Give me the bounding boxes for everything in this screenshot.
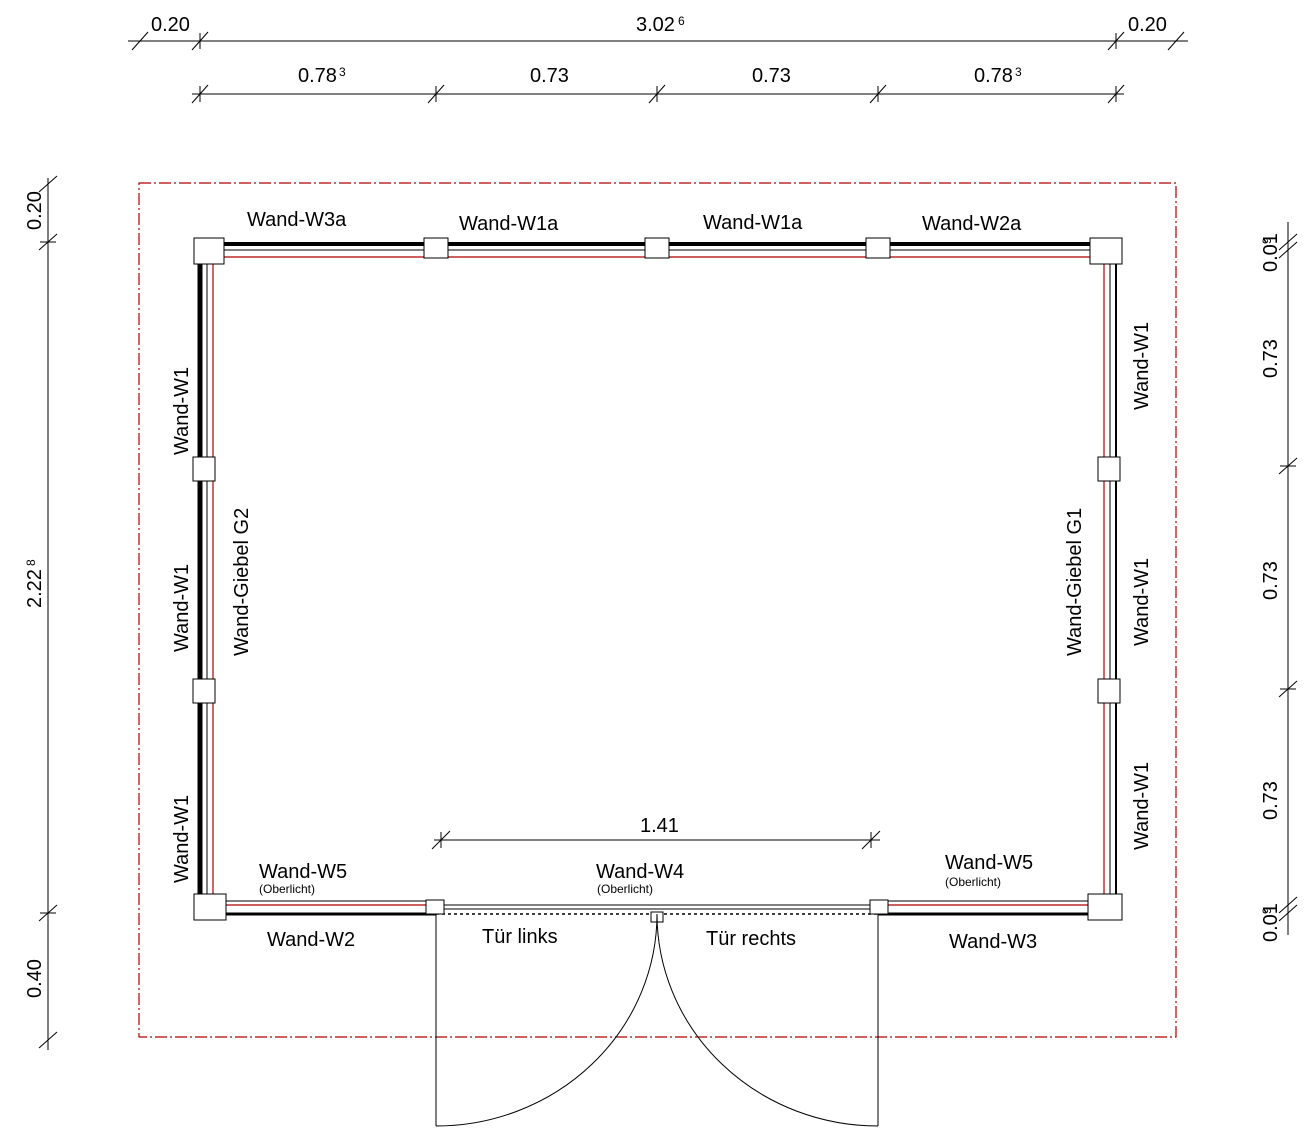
wall-label-top-1: Wand-W3a [247,209,347,231]
door-swings [435,913,879,1127]
wall-label-left-3: Wand-W1 [171,795,193,883]
dim-top-left: 0.20 [151,14,190,36]
wall-label-bottom-outer-2: Wand-W3 [949,931,1037,953]
dim-right-seg-1: 0.73 [1260,339,1282,378]
top-dimension-row-2: 0.78 3 0.73 0.73 0.78 3 [191,65,1125,104]
wall-label-left-1: Wand-W1 [171,367,193,455]
dim-right-bottom: 0.01 [1260,903,1282,942]
wall-label-top-3: Wand-W1a [703,212,803,234]
dim-door-opening: 1.41 [640,815,679,837]
dim-top-total: 3.02 [636,14,675,36]
dim-seg-1-sup: 3 [339,65,346,79]
dim-right-seg-3: 0.73 [1260,781,1282,820]
door-label-left: Tür links [482,926,558,948]
wall-label-bottom-inner-1: Wand-W5 [259,861,347,883]
wall-label-right-2: Wand-W1 [1131,558,1153,646]
dim-top-total-sup: 6 [678,14,685,28]
wall-label-bottom-inner-3: Wand-W5 [945,852,1033,874]
dim-left-middle: 2.22 [24,569,46,608]
dim-right-bottom-sup: 9 [1260,907,1274,914]
top-dimension-row-1: 0.20 3.02 6 0.20 [128,14,1188,51]
wall-note-bottom-inner-1: (Oberlicht) [259,882,315,896]
dim-left-middle-sup: 8 [24,559,38,566]
plot-boundary [138,182,1177,1038]
dim-right-top: 0.01 [1260,233,1282,272]
door-label-right: Tür rechts [706,928,796,950]
wall-label-bottom-inner-2: Wand-W4 [596,861,684,883]
door-width-dimension: 1.41 [431,815,881,850]
dim-left-bottom: 0.40 [24,959,46,998]
wall-note-bottom-inner-2: (Oberlicht) [597,882,653,896]
dim-seg-4: 0.78 [974,65,1013,87]
wall-note-bottom-inner-3: (Oberlicht) [945,875,1001,889]
wall-label-right-3: Wand-W1 [1131,762,1153,850]
dim-seg-4-sup: 3 [1015,65,1022,79]
wall-label-top-2: Wand-W1a [459,213,559,235]
dim-top-right: 0.20 [1128,14,1167,36]
dim-seg-3: 0.73 [752,65,791,87]
right-dimension: 0.01 9 0.73 0.73 0.73 0.01 9 [1260,222,1298,942]
wall-label-right-1: Wand-W1 [1131,322,1153,410]
dim-left-top: 0.20 [24,191,46,230]
dim-seg-1: 0.78 [298,65,337,87]
wall-label-right-gable: Wand-Giebel G1 [1064,508,1086,656]
walls [197,242,1120,916]
wall-label-bottom-outer-1: Wand-W2 [267,929,355,951]
wall-label-top-4: Wand-W2a [922,213,1022,235]
dim-right-seg-2: 0.73 [1260,561,1282,600]
wall-label-left-2: Wand-W1 [171,564,193,652]
left-dimension: 0.20 2.22 8 0.40 [24,175,58,1050]
wall-label-left-gable: Wand-Giebel G2 [231,508,253,656]
dim-right-top-sup: 9 [1260,237,1274,244]
dim-seg-2: 0.73 [530,65,569,87]
